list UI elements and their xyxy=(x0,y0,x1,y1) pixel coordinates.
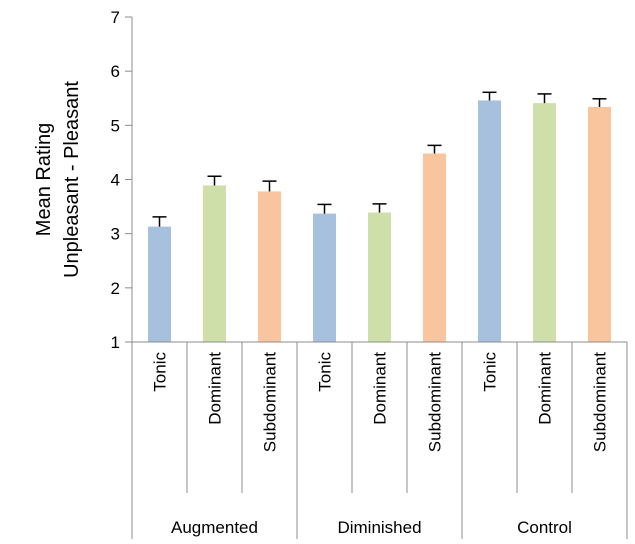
group-label: Diminished xyxy=(337,518,421,537)
y-tick-label: 1 xyxy=(111,333,120,352)
bar-augmented-dominant xyxy=(203,185,226,342)
category-label: Dominant xyxy=(206,352,225,425)
y-tick-label: 2 xyxy=(111,279,120,298)
category-label: Subdominant xyxy=(426,352,445,452)
category-label: Dominant xyxy=(536,352,555,425)
category-label: Subdominant xyxy=(261,352,280,452)
y-axis-label-line-2: Unpleasant - Pleasant xyxy=(61,81,83,278)
bar-diminished-dominant xyxy=(368,212,391,342)
y-axis-label: Mean Rating Unpleasant - Pleasant xyxy=(33,81,83,278)
group-label: Control xyxy=(517,518,572,537)
bar-control-dominant xyxy=(533,103,556,342)
bar-augmented-subdominant xyxy=(258,191,281,342)
category-label: Subdominant xyxy=(591,352,610,452)
x-axis: Tonic Dominant Subdominant Tonic Dominant Sub… xyxy=(131,341,628,539)
category-label: Tonic xyxy=(481,352,500,392)
y-tick-label: 3 xyxy=(111,225,120,244)
category-label: Tonic xyxy=(151,352,170,392)
bar-control-tonic xyxy=(478,100,501,343)
category-label: Tonic xyxy=(316,352,335,392)
y-tick-label: 7 xyxy=(111,8,120,27)
group-label: Augmented xyxy=(171,518,258,537)
y-tick-label: 6 xyxy=(111,62,120,81)
y-axis: 1 2 3 4 5 6 7 xyxy=(111,8,133,352)
bars-layer xyxy=(148,91,611,343)
category-label: Dominant xyxy=(371,352,390,425)
bar-diminished-tonic xyxy=(313,213,336,342)
y-tick-label: 5 xyxy=(111,116,120,135)
y-axis-label-line-1: Mean Rating xyxy=(33,123,55,236)
bar-diminished-subdominant xyxy=(423,153,446,342)
bar-augmented-tonic xyxy=(148,226,171,342)
bar-control-subdominant xyxy=(588,106,611,343)
y-tick-label: 4 xyxy=(111,171,120,190)
